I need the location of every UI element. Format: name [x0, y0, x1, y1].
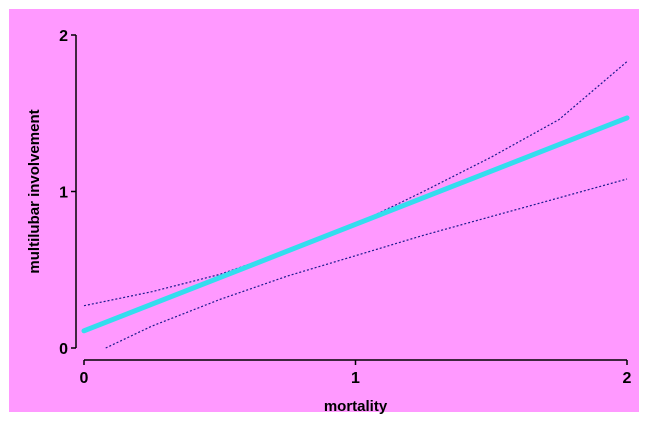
- y-tick-label: 0: [59, 341, 68, 358]
- series-layer: [81, 61, 630, 349]
- x-tick-label: 1: [351, 370, 360, 387]
- x-axis-label: mortality: [324, 398, 388, 415]
- x-tick-label: 2: [623, 370, 632, 387]
- tick-labels: 0 1 2 0 1 2: [59, 28, 631, 387]
- y-tick-label: 2: [59, 28, 68, 45]
- y-axis-label: multilubar involvement: [26, 109, 43, 273]
- plot-background: [9, 9, 639, 412]
- x-tick-label: 0: [80, 370, 89, 387]
- axes: [71, 34, 628, 365]
- y-tick-label: 1: [59, 185, 68, 202]
- series-fit-line: [81, 115, 630, 334]
